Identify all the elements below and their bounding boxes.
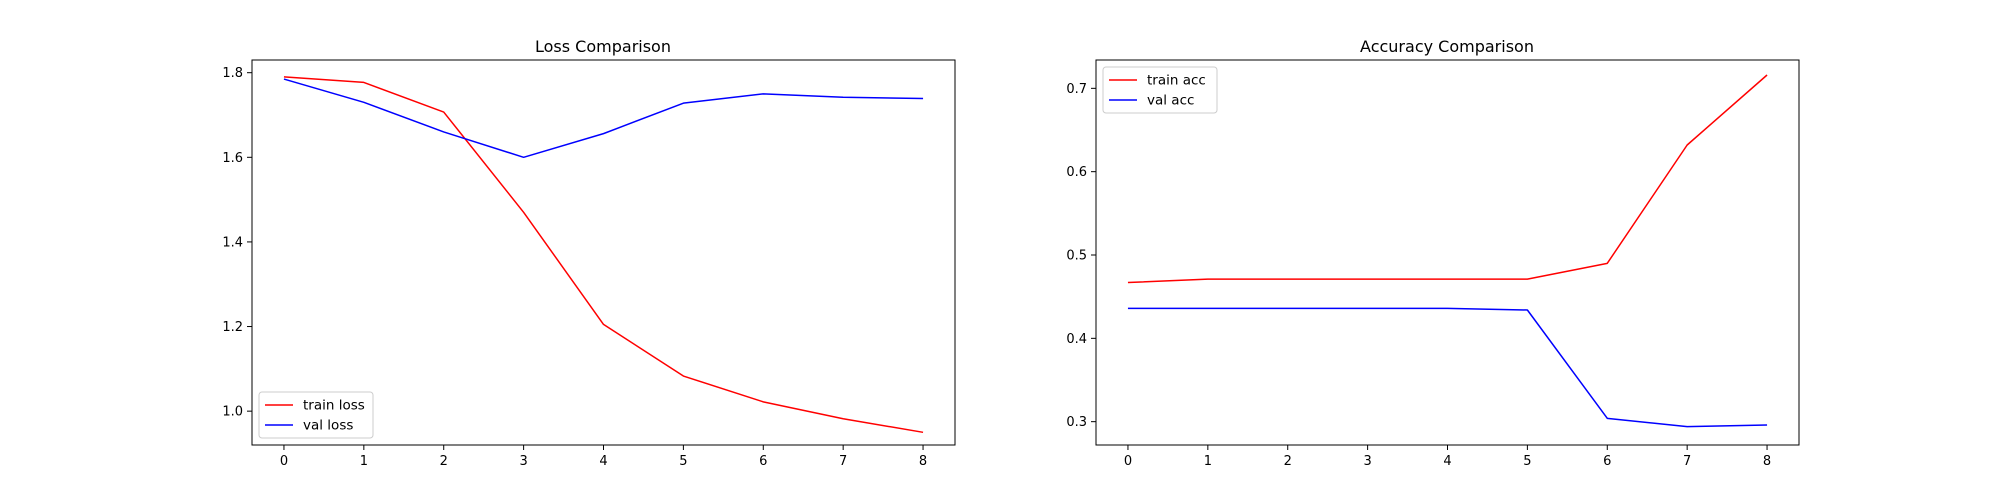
- loss-y-tick-label: 1.8: [222, 66, 243, 81]
- acc-y-tick-label: 0.5: [1066, 249, 1087, 264]
- acc-legend-label: val acc: [1147, 93, 1194, 109]
- acc-y-tick-label: 0.7: [1066, 82, 1087, 97]
- acc-y-tick-label: 0.4: [1066, 332, 1087, 347]
- acc-series-line-val-acc: [1127, 307, 1768, 428]
- loss-x-tick-label: 0: [280, 454, 288, 469]
- loss-x-tick-label: 4: [599, 454, 607, 469]
- loss-x-tick-label: 1: [360, 454, 368, 469]
- loss-x-tick-label: 5: [679, 454, 687, 469]
- accuracy-chart: Accuracy Comparison 0 1 2 3 4 5 6 7 8 0.3 0.4 0.5 0.…: [1066, 37, 1800, 469]
- loss-y-tick-label: 1.0: [222, 405, 243, 420]
- acc-legend: train acc val acc: [1102, 66, 1218, 114]
- loss-chart-title: Loss Comparison: [535, 37, 671, 56]
- loss-series-line-val-loss: [283, 78, 924, 159]
- loss-y-tick-label: 1.6: [222, 151, 243, 166]
- acc-x-tick-label: 5: [1523, 454, 1531, 469]
- acc-legend-label: train acc: [1147, 73, 1206, 89]
- acc-x-tick-label: 3: [1363, 454, 1371, 469]
- acc-x-tick-label: 2: [1284, 454, 1292, 469]
- acc-series-line-train-acc: [1127, 74, 1768, 284]
- accuracy-chart-title: Accuracy Comparison: [1360, 37, 1534, 56]
- loss-legend-label: train loss: [303, 398, 365, 414]
- loss-x-tick-label: 8: [919, 454, 927, 469]
- loss-chart: Loss Comparison 0 1 2 3 4 5 6 7 8 1.0 1.2 1.4 1.6 1.8…: [222, 37, 956, 469]
- loss-y-tick-label: 1.2: [222, 320, 243, 335]
- acc-x-tick-label: 4: [1443, 454, 1451, 469]
- loss-series-line-train-loss: [283, 76, 924, 434]
- loss-legend-label: val loss: [303, 418, 353, 434]
- acc-x-tick-label: 7: [1683, 454, 1691, 469]
- loss-x-tick-label: 6: [759, 454, 767, 469]
- loss-legend-box: [258, 391, 374, 439]
- loss-x-tick-label: 3: [519, 454, 527, 469]
- acc-x-tick-label: 0: [1124, 454, 1132, 469]
- acc-x-tick-label: 6: [1603, 454, 1611, 469]
- loss-plot-frame: [251, 59, 956, 446]
- loss-x-tick-label: 2: [440, 454, 448, 469]
- acc-y-tick-label: 0.3: [1066, 415, 1087, 430]
- loss-y-tick-label: 1.4: [222, 235, 243, 250]
- acc-y-tick-label: 0.6: [1066, 165, 1087, 180]
- acc-x-tick-label: 1: [1204, 454, 1212, 469]
- acc-legend-box: [1102, 66, 1218, 114]
- acc-x-tick-label: 8: [1763, 454, 1771, 469]
- acc-plot-frame: [1095, 59, 1800, 446]
- loss-legend: train loss val loss: [258, 391, 374, 439]
- loss-x-tick-label: 7: [839, 454, 847, 469]
